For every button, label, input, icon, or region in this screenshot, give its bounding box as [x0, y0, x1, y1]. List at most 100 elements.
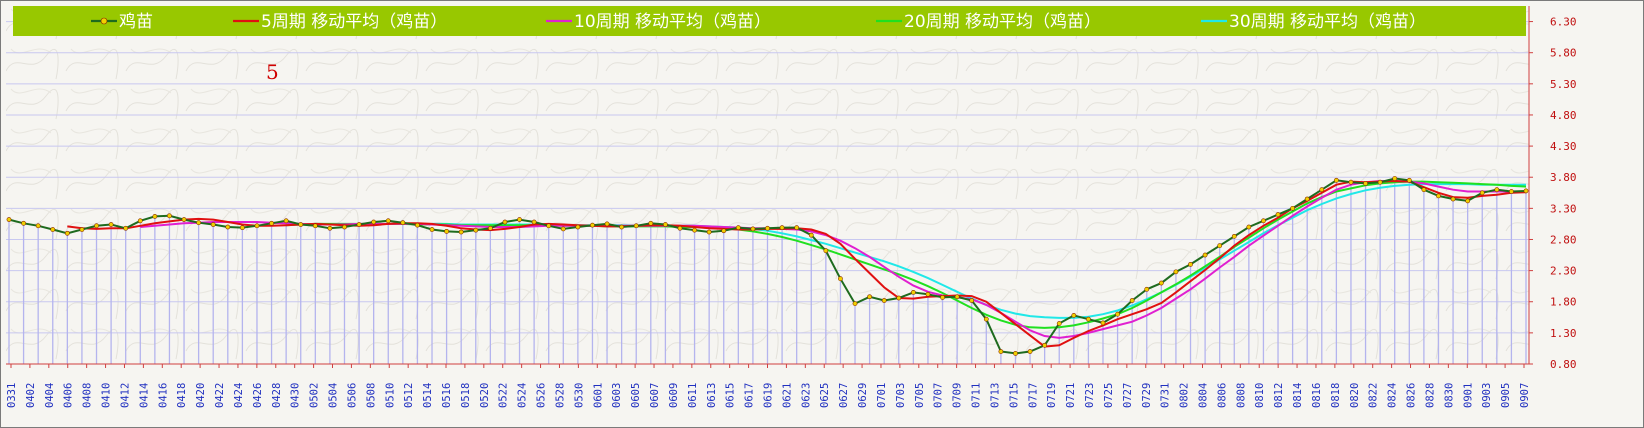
x-tick-label: 0613 — [706, 383, 718, 408]
x-tick-label: 0406 — [63, 383, 75, 408]
x-tick-label: 0617 — [744, 383, 756, 408]
y-axis-ticks: 6.30 5.80 5.30 4.80 4.30 3.80 3.30 2.80 2.30 1.80… — [1529, 16, 1577, 371]
data-point-marker — [954, 294, 960, 300]
x-tick-label: 0512 — [403, 383, 415, 408]
x-tick-label: 0621 — [781, 383, 793, 408]
x-tick-label: 0719 — [1046, 383, 1058, 408]
legend-label: 5周期 移动平均（鸡苗） — [261, 12, 447, 32]
x-tick-label: 0428 — [271, 383, 283, 408]
x-tick-label: 0828 — [1424, 383, 1436, 408]
data-point-marker — [94, 223, 99, 229]
data-point-marker — [181, 217, 187, 222]
x-tick-label: 0717 — [1027, 383, 1039, 408]
data-point-marker — [167, 213, 172, 219]
data-point-marker — [1304, 196, 1310, 202]
y-tick-label: 3.80 — [1550, 171, 1577, 184]
x-tick-label: 0824 — [1387, 383, 1399, 408]
x-tick-label: 0723 — [1084, 383, 1096, 408]
data-point-marker — [6, 217, 12, 222]
data-point-marker — [1246, 224, 1252, 230]
data-point-marker — [487, 225, 493, 231]
legend-box — [13, 6, 1526, 36]
data-point-marker — [108, 222, 114, 227]
data-point-marker — [254, 223, 260, 229]
x-tick-label: 0822 — [1368, 383, 1380, 408]
data-point-marker — [1436, 193, 1441, 199]
x-tick-label: 0818 — [1330, 383, 1342, 408]
x-tick-label: 0528 — [554, 383, 566, 408]
data-point-marker — [1086, 316, 1091, 322]
x-tick-label: 0701 — [876, 383, 888, 408]
data-point-marker — [546, 223, 552, 229]
x-tick-label: 0816 — [1311, 383, 1323, 408]
data-point-marker — [794, 225, 800, 231]
data-point-marker — [35, 223, 41, 229]
data-point-marker — [371, 219, 377, 225]
data-point-marker — [881, 298, 887, 303]
data-point-marker — [1217, 243, 1223, 249]
series-markers — [6, 176, 1529, 356]
x-tick-label: 0727 — [1122, 383, 1134, 408]
data-point-marker — [21, 220, 26, 226]
data-point-marker — [1290, 205, 1296, 211]
data-point-marker — [1115, 311, 1120, 317]
data-point-marker — [896, 295, 902, 301]
data-point-marker — [531, 219, 537, 225]
data-point-marker — [750, 226, 756, 232]
data-point-marker — [196, 220, 202, 226]
data-point-marker — [867, 294, 873, 300]
x-tick-label: 0820 — [1349, 383, 1361, 408]
data-point-marker — [1202, 252, 1208, 258]
x-tick-label: 0731 — [1160, 383, 1172, 408]
x-tick-label: 0408 — [82, 383, 94, 408]
data-point-marker — [473, 227, 479, 233]
data-point-marker — [560, 226, 566, 232]
legend-label: 鸡苗 — [119, 12, 153, 32]
x-tick-label: 0713 — [989, 383, 1001, 408]
x-tick-label: 0508 — [365, 383, 377, 408]
data-point-marker — [735, 225, 741, 231]
y-tick-label: 4.80 — [1550, 109, 1577, 122]
x-tick-label: 0729 — [1141, 383, 1153, 408]
x-tick-label: 0418 — [176, 383, 188, 408]
x-tick-label: 0808 — [1235, 383, 1247, 408]
data-point-marker — [1027, 349, 1033, 354]
data-point-marker — [1158, 280, 1164, 286]
x-tick-label: 0705 — [914, 383, 926, 408]
x-tick-label: 0615 — [725, 383, 737, 408]
x-tick-label: 0510 — [384, 383, 396, 408]
data-point-marker — [1479, 190, 1485, 196]
x-tick-label: 0609 — [668, 383, 680, 408]
data-point-marker — [940, 294, 945, 300]
x-tick-label: 0430 — [290, 383, 302, 408]
data-point-marker — [838, 276, 843, 282]
data-point-marker — [1392, 176, 1398, 181]
legend-label: 20周期 移动平均（鸡苗） — [904, 12, 1101, 32]
x-tick-label: 0518 — [460, 383, 472, 408]
data-point-marker — [692, 227, 697, 233]
data-point-marker — [1450, 196, 1456, 202]
data-point-marker — [1348, 179, 1354, 185]
legend: 鸡苗 5周期 移动平均（鸡苗） 10周期 移动平均（鸡苗） 20周期 移动平均（鸡苗）… — [91, 12, 1426, 32]
data-point-marker — [765, 225, 770, 231]
x-tick-label: 0721 — [1065, 383, 1077, 408]
data-point-marker — [808, 232, 814, 238]
x-tick-label: 0514 — [422, 383, 434, 408]
x-tick-label: 0806 — [1216, 383, 1228, 408]
data-point-marker — [1261, 218, 1266, 224]
x-tick-label: 0810 — [1254, 383, 1266, 408]
data-point-marker — [225, 224, 231, 230]
data-point-marker — [312, 223, 318, 229]
data-point-marker — [852, 301, 858, 307]
x-tick-label: 0516 — [441, 383, 453, 408]
x-axis-ticks: 0331 0402 0404 0406 0408 0410 0412 0414 0416 0418… — [6, 364, 1531, 408]
x-tick-label: 0802 — [1179, 383, 1191, 408]
x-tick-label: 0601 — [592, 383, 604, 408]
x-tick-label: 0711 — [971, 383, 983, 408]
data-point-marker — [79, 227, 85, 232]
legend-label: 30周期 移动平均（鸡苗） — [1229, 12, 1426, 32]
data-point-marker — [969, 298, 975, 303]
y-tick-label: 2.80 — [1550, 233, 1577, 246]
